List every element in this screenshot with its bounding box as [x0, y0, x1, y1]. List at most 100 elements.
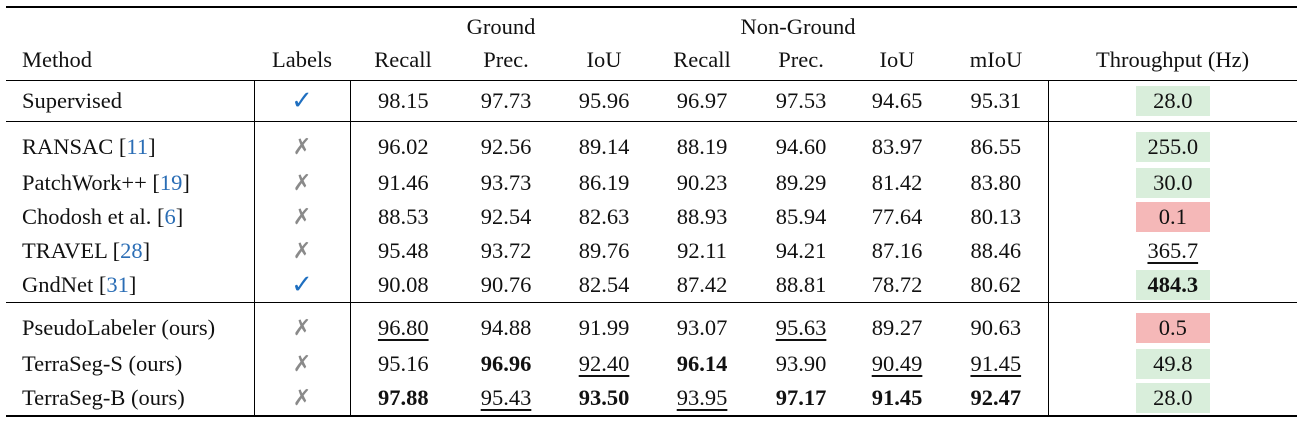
ground-prec-header: Prec. [456, 40, 556, 81]
table-row: PseudoLabeler (ours) ✗ 96.80 94.88 91.99… [6, 302, 1297, 348]
nonground-iou-cell: 94.65 [850, 80, 945, 122]
ground-prec-cell: 97.73 [456, 80, 556, 122]
labels-cell: ✓ [254, 80, 351, 122]
check-icon: ✓ [291, 270, 313, 299]
cross-icon: ✗ [292, 134, 312, 159]
cross-icon: ✗ [292, 385, 312, 410]
throughput-cell: 365.7 [1147, 238, 1199, 263]
table-row: GndNet [31] ✓ 90.08 90.76 82.54 87.42 88… [6, 268, 1298, 303]
throughput-cell: 255.0 [1048, 122, 1297, 167]
citation-link[interactable]: 31 [106, 272, 129, 297]
nonground-prec-cell: 94.21 [775, 238, 827, 263]
nonground-iou-cell: 87.16 [871, 238, 923, 263]
nonground-iou-cell: 89.27 [871, 315, 923, 340]
ground-group-header: Ground [350, 6, 653, 40]
nonground-prec-cell: 95.63 [775, 315, 827, 340]
citation-link[interactable]: 28 [120, 238, 143, 263]
citation-link[interactable]: 19 [159, 170, 183, 195]
ground-prec-cell: 93.72 [480, 238, 532, 263]
ground-iou-cell: 93.50 [556, 381, 653, 417]
labels-cell: ✗ [254, 302, 351, 347]
labels-header: Labels [254, 40, 350, 81]
ground-prec-cell: 93.73 [480, 170, 532, 195]
method-name: RANSAC [11] [6, 121, 255, 166]
labels-cell: ✓ [254, 268, 351, 303]
method-name: TerraSeg-S (ours) [6, 347, 255, 381]
method-name: Supervised [6, 80, 255, 122]
results-table: Ground Non-Ground Method Labels Recall P… [6, 6, 1298, 417]
throughput-cell: 0.1 [1048, 200, 1297, 234]
ground-prec-cell: 94.88 [480, 315, 532, 340]
nonground-iou-cell: 90.49 [871, 351, 923, 376]
nonground-recall-cell: 93.95 [652, 381, 753, 417]
throughput-cell: 28.0 [1048, 80, 1298, 122]
ground-recall-cell: 88.53 [377, 204, 429, 229]
cross-icon: ✗ [292, 170, 312, 195]
nonground-iou-cell: 78.72 [850, 268, 945, 303]
nonground-recall-cell: 90.23 [676, 170, 728, 195]
ground-prec-cell: 92.56 [480, 134, 532, 159]
cross-icon: ✗ [292, 238, 312, 263]
ground-iou-cell: 82.63 [578, 204, 630, 229]
nonground-recall-cell: 92.11 [677, 238, 727, 263]
labels-cell: ✗ [254, 381, 351, 417]
miou-cell: 80.13 [944, 200, 1049, 234]
method-name: GndNet [31] [6, 268, 255, 303]
nonground-prec-cell: 93.90 [775, 351, 827, 376]
nonground-iou-cell: 83.97 [871, 134, 923, 159]
miou-header: mIoU [944, 40, 1049, 81]
throughput-cell: 49.8 [1048, 347, 1297, 381]
method-name: TerraSeg-B (ours) [6, 381, 255, 417]
miou-cell: 91.45 [944, 347, 1049, 381]
ground-recall-cell: 96.02 [377, 134, 429, 159]
nonground-prec-cell: 85.94 [775, 204, 827, 229]
nonground-recall-cell: 88.19 [676, 134, 728, 159]
throughput-cell: 30.0 [1048, 166, 1297, 200]
ground-prec-cell: 92.54 [480, 204, 532, 229]
table-row: TRAVEL [28] ✗ 95.48 93.72 89.76 92.11 94… [6, 234, 1297, 268]
nonground-iou-cell: 81.42 [871, 170, 923, 195]
throughput-cell: 0.5 [1048, 303, 1297, 348]
check-icon: ✓ [291, 86, 313, 115]
throughput-cell: 28.0 [1048, 381, 1298, 417]
nonground-recall-header: Recall [652, 40, 753, 81]
header-group-row: Ground Non-Ground [6, 6, 1298, 40]
ground-iou-cell: 91.99 [578, 315, 630, 340]
ground-iou-cell: 89.14 [578, 134, 630, 159]
header-row: Method Labels Recall Prec. IoU Recall Pr… [6, 40, 1298, 81]
nonground-recall-cell: 96.97 [652, 80, 753, 122]
cross-icon: ✗ [292, 315, 312, 340]
miou-cell: 80.62 [944, 268, 1049, 303]
nonground-prec-header: Prec. [752, 40, 851, 81]
table-row: RANSAC [11] ✗ 96.02 92.56 89.14 88.19 94… [6, 121, 1297, 167]
ground-recall-cell: 97.88 [350, 381, 456, 417]
method-name: Chodosh et al. [6] [6, 200, 255, 234]
ground-recall-cell: 91.46 [377, 170, 429, 195]
miou-cell: 95.31 [944, 80, 1049, 122]
ground-iou-cell: 82.54 [556, 268, 653, 303]
nonground-prec-cell: 97.17 [752, 381, 851, 417]
ground-recall-cell: 98.15 [350, 80, 456, 122]
miou-cell: 83.80 [944, 166, 1049, 200]
labels-cell: ✗ [254, 234, 351, 268]
ground-prec-cell: 90.76 [456, 268, 556, 303]
table-row: TerraSeg-S (ours) ✗ 95.16 96.96 92.40 96… [6, 347, 1297, 381]
ground-recall-cell: 90.08 [350, 268, 456, 303]
method-name: PseudoLabeler (ours) [6, 302, 255, 347]
labels-cell: ✗ [254, 200, 351, 234]
nonground-recall-cell: 87.42 [652, 268, 753, 303]
table-row: TerraSeg-B (ours) ✗ 97.88 95.43 93.50 93… [6, 381, 1298, 417]
nonground-recall-cell: 96.14 [676, 351, 728, 376]
ground-iou-cell: 95.96 [556, 80, 653, 122]
ground-prec-cell: 95.43 [456, 381, 556, 417]
nonground-group-header: Non-Ground [652, 6, 945, 40]
ground-recall-header: Recall [350, 40, 456, 81]
labels-cell: ✗ [254, 166, 351, 200]
nonground-recall-cell: 93.07 [676, 315, 728, 340]
nonground-prec-cell: 89.29 [775, 170, 827, 195]
miou-cell: 92.47 [944, 381, 1049, 417]
citation-link[interactable]: 6 [164, 204, 176, 229]
miou-cell: 90.63 [944, 302, 1049, 347]
citation-link[interactable]: 11 [126, 134, 149, 159]
